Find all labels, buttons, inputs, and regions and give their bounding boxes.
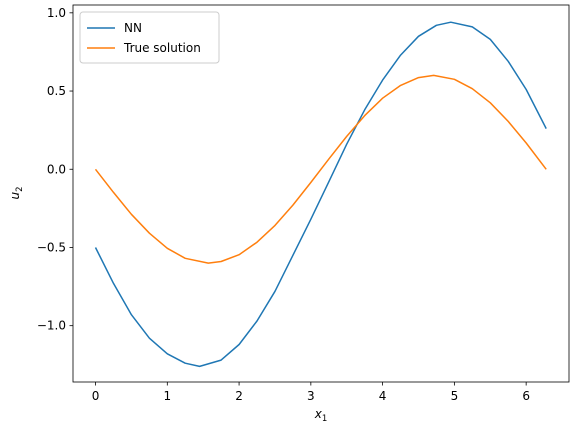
y-axis-label: u2 [8, 186, 25, 199]
x-tick-label: 6 [522, 389, 530, 403]
x-tick-label: 3 [307, 389, 315, 403]
y-axis-ticks: −1.0 −0.5 0.0 0.5 1.0 [37, 6, 73, 333]
x-axis-ticks: 0 1 2 3 4 5 6 [92, 382, 530, 403]
legend: NN True solution [79, 11, 220, 64]
legend-label-nn: NN [124, 21, 142, 35]
x-axis-label-subscript: 1 [322, 414, 327, 424]
y-tick-label: 0.5 [47, 84, 66, 98]
plot-area [73, 5, 569, 382]
x-tick-label: 2 [235, 389, 243, 403]
y-axis-label-subscript: 2 [15, 186, 25, 191]
y-axis-label-main: u [8, 192, 22, 200]
legend-box [79, 11, 220, 64]
series-layer [94, 21, 547, 368]
series-line-true-solution [94, 74, 547, 264]
x-axis-label: x1 [314, 407, 328, 424]
x-tick-label: 5 [451, 389, 459, 403]
y-tick-label: 0.0 [47, 162, 66, 176]
plot-frame [72, 4, 570, 383]
x-tick-label: 0 [92, 389, 100, 403]
x-axis-label-main: x [314, 407, 323, 421]
x-tick-label: 4 [379, 389, 387, 403]
y-tick-label: 1.0 [47, 6, 66, 20]
y-tick-label: −1.0 [37, 319, 66, 333]
series-line-nn [94, 21, 547, 368]
legend-label-true-solution: True solution [123, 41, 201, 55]
x-tick-label: 1 [163, 389, 171, 403]
y-tick-label: −0.5 [37, 240, 66, 254]
